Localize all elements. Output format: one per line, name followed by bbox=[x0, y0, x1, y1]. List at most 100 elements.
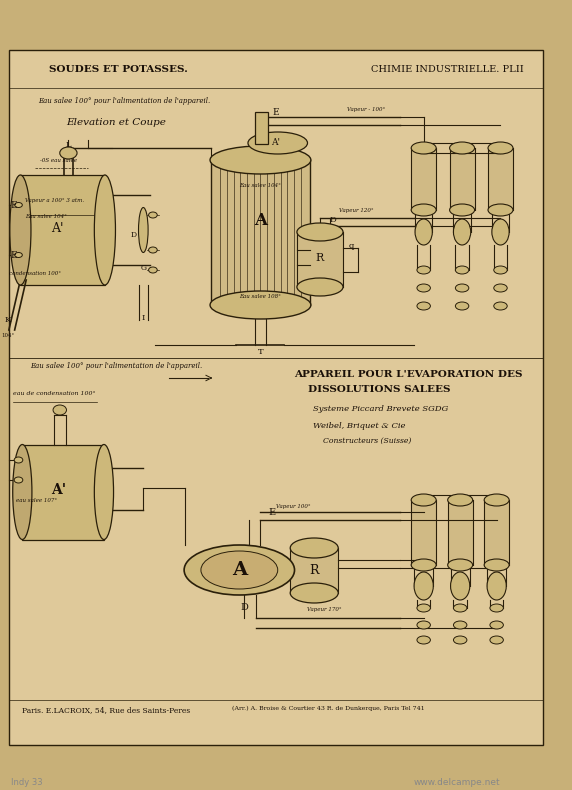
Ellipse shape bbox=[290, 583, 338, 603]
Text: Constructeurs (Suisse): Constructeurs (Suisse) bbox=[323, 437, 411, 445]
Bar bbox=[448, 500, 472, 565]
Ellipse shape bbox=[490, 604, 503, 612]
Ellipse shape bbox=[490, 636, 503, 644]
Ellipse shape bbox=[414, 572, 433, 600]
Ellipse shape bbox=[450, 142, 475, 154]
Ellipse shape bbox=[13, 445, 32, 540]
Ellipse shape bbox=[415, 219, 432, 245]
Ellipse shape bbox=[417, 636, 430, 644]
Text: D: D bbox=[130, 231, 137, 239]
Ellipse shape bbox=[411, 142, 436, 154]
Text: Eau salee 100° pour l'alimentation de l'appareil.: Eau salee 100° pour l'alimentation de l'… bbox=[30, 362, 202, 370]
Ellipse shape bbox=[149, 247, 157, 253]
Ellipse shape bbox=[210, 291, 311, 319]
Ellipse shape bbox=[297, 278, 343, 296]
Ellipse shape bbox=[484, 494, 509, 506]
Ellipse shape bbox=[411, 559, 436, 571]
Ellipse shape bbox=[487, 572, 506, 600]
Bar bbox=[297, 232, 343, 287]
Text: -0S eau salee: -0S eau salee bbox=[39, 158, 77, 163]
Ellipse shape bbox=[53, 405, 66, 415]
Ellipse shape bbox=[14, 457, 23, 463]
Text: A': A' bbox=[51, 483, 66, 497]
Bar bbox=[488, 148, 513, 210]
Text: A: A bbox=[254, 212, 267, 228]
Ellipse shape bbox=[448, 559, 472, 571]
Ellipse shape bbox=[494, 302, 507, 310]
Text: A': A' bbox=[271, 137, 280, 146]
Ellipse shape bbox=[492, 219, 509, 245]
Ellipse shape bbox=[248, 132, 308, 154]
Text: Eau salee 100° pour l'alimentation de l'appareil.: Eau salee 100° pour l'alimentation de l'… bbox=[38, 97, 210, 105]
Text: G: G bbox=[140, 264, 146, 272]
Text: Vapeur 100°: Vapeur 100° bbox=[276, 504, 311, 509]
Text: Indy 33: Indy 33 bbox=[11, 778, 42, 787]
Bar bbox=[255, 112, 268, 144]
Text: eau de condensation 100°: eau de condensation 100° bbox=[13, 391, 96, 396]
Text: Weibel, Briquet & Cie: Weibel, Briquet & Cie bbox=[313, 422, 406, 430]
Ellipse shape bbox=[494, 266, 507, 274]
Text: E: E bbox=[268, 508, 275, 517]
Text: K: K bbox=[5, 316, 11, 324]
Ellipse shape bbox=[455, 266, 469, 274]
Text: Paris. E.LACROIX, 54, Rue des Saints-Peres: Paris. E.LACROIX, 54, Rue des Saints-Per… bbox=[22, 706, 190, 714]
Text: D: D bbox=[329, 216, 336, 224]
Text: DISSOLUTIONS SALEES: DISSOLUTIONS SALEES bbox=[308, 385, 451, 394]
Text: SOUDES ET POTASSES.: SOUDES ET POTASSES. bbox=[49, 65, 188, 73]
Ellipse shape bbox=[450, 204, 475, 216]
Bar bbox=[411, 500, 436, 565]
Text: (Arr.) A. Broise & Courtier 43 R. de Dunkerque, Paris Tel 741: (Arr.) A. Broise & Courtier 43 R. de Dun… bbox=[232, 706, 424, 711]
Ellipse shape bbox=[455, 284, 469, 292]
Ellipse shape bbox=[488, 204, 513, 216]
Bar bbox=[450, 148, 475, 210]
Text: I: I bbox=[142, 314, 145, 322]
Bar bbox=[411, 148, 436, 210]
Ellipse shape bbox=[201, 551, 278, 589]
Ellipse shape bbox=[210, 146, 311, 174]
Ellipse shape bbox=[138, 208, 148, 253]
Ellipse shape bbox=[455, 302, 469, 310]
Ellipse shape bbox=[297, 223, 343, 241]
Ellipse shape bbox=[484, 559, 509, 571]
Text: Eau salee 104°: Eau salee 104° bbox=[25, 214, 67, 219]
Text: condensation 100°: condensation 100° bbox=[9, 271, 61, 276]
Ellipse shape bbox=[94, 445, 113, 540]
Ellipse shape bbox=[290, 538, 338, 558]
Text: E: E bbox=[10, 250, 17, 259]
Text: E: E bbox=[10, 201, 17, 209]
Bar bbox=[21, 175, 105, 285]
Ellipse shape bbox=[454, 636, 467, 644]
Ellipse shape bbox=[417, 604, 430, 612]
Text: Vapeur 120°: Vapeur 120° bbox=[339, 208, 374, 213]
Text: D: D bbox=[240, 604, 248, 612]
Text: Systeme Piccard Brevete SGDG: Systeme Piccard Brevete SGDG bbox=[313, 405, 448, 413]
Ellipse shape bbox=[454, 604, 467, 612]
Ellipse shape bbox=[417, 284, 430, 292]
Ellipse shape bbox=[411, 494, 436, 506]
Text: Elevation et Coupe: Elevation et Coupe bbox=[66, 118, 166, 127]
Ellipse shape bbox=[14, 477, 23, 483]
Bar bbox=[210, 160, 311, 305]
Text: eau salee 107°: eau salee 107° bbox=[15, 498, 57, 503]
Text: q: q bbox=[349, 242, 354, 250]
Text: A: A bbox=[232, 561, 247, 579]
Ellipse shape bbox=[417, 302, 430, 310]
Ellipse shape bbox=[488, 142, 513, 154]
Text: Vapeur a 100° 3 atm.: Vapeur a 100° 3 atm. bbox=[25, 198, 84, 203]
Text: L: L bbox=[66, 141, 72, 149]
Ellipse shape bbox=[15, 202, 22, 208]
Text: R: R bbox=[316, 253, 324, 263]
Bar bbox=[484, 500, 509, 565]
Bar bbox=[22, 445, 104, 540]
Text: Eau salee 108°: Eau salee 108° bbox=[240, 294, 281, 299]
Text: R: R bbox=[309, 563, 319, 577]
Text: Vapeur - 100°: Vapeur - 100° bbox=[347, 107, 385, 112]
Text: CHIMIE INDUSTRIELLE. PLII: CHIMIE INDUSTRIELLE. PLII bbox=[371, 65, 523, 73]
Text: 104°: 104° bbox=[1, 333, 14, 337]
Bar bbox=[290, 548, 338, 593]
Ellipse shape bbox=[451, 572, 470, 600]
Text: T: T bbox=[257, 348, 263, 356]
Ellipse shape bbox=[10, 175, 31, 285]
Ellipse shape bbox=[149, 212, 157, 218]
Bar bbox=[9, 50, 543, 745]
